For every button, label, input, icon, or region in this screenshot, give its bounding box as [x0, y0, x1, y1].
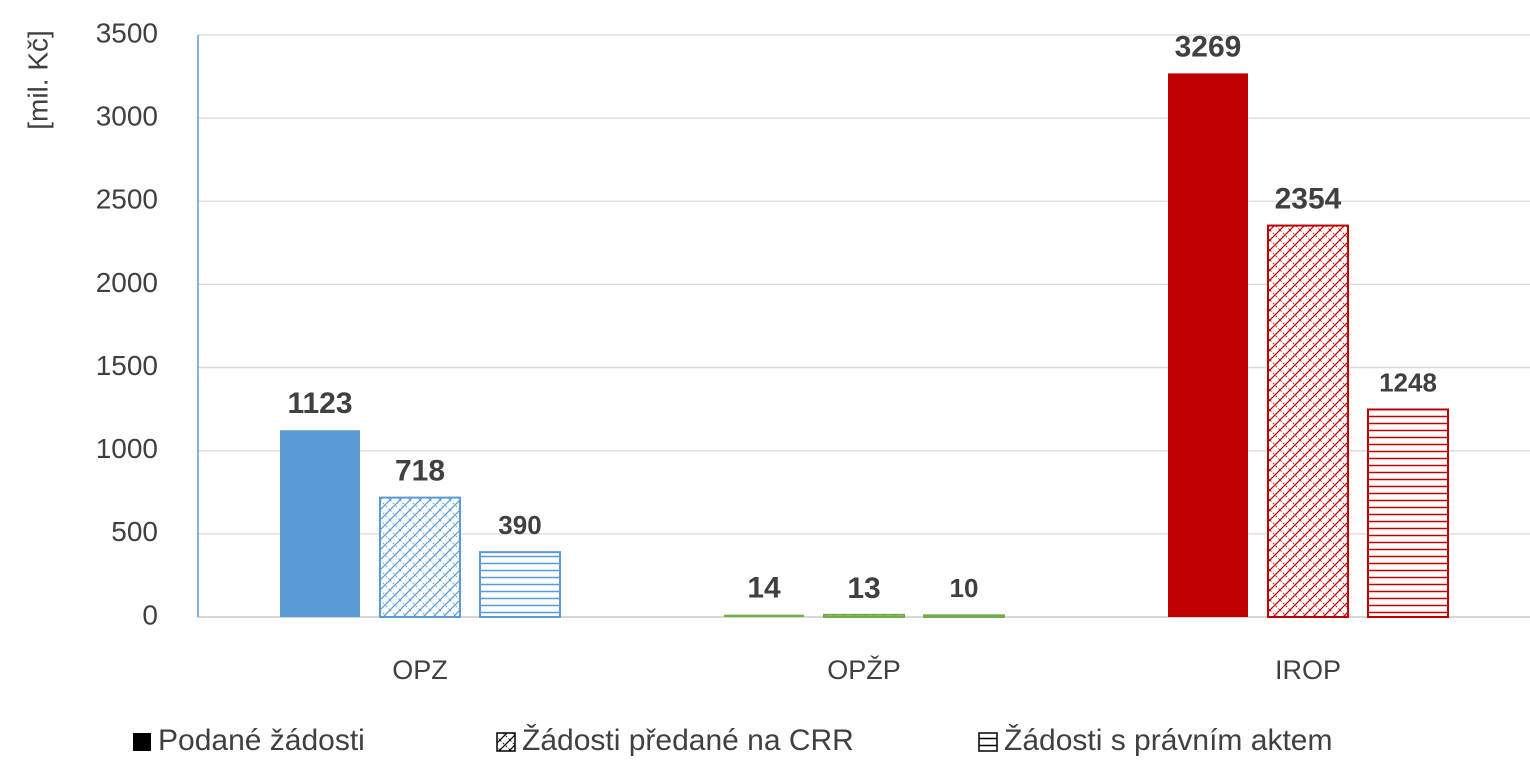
bar: [379, 496, 461, 618]
bar: [1367, 408, 1449, 618]
bar: [923, 614, 1005, 619]
value-label: 1248: [1379, 367, 1437, 397]
legend-marker: [496, 732, 516, 752]
y-tick-label: 500: [111, 516, 158, 547]
y-tick-label: 1500: [96, 350, 158, 381]
value-label: 3269: [1175, 30, 1242, 63]
legend-marker: [978, 732, 998, 752]
legend-marker: [133, 733, 151, 751]
y-tick-label: 3500: [96, 17, 158, 48]
bar: [823, 613, 905, 618]
x-tick-label: OPZ: [392, 655, 448, 685]
legend-label: Podané žádosti: [158, 724, 365, 757]
value-label: 10: [950, 573, 979, 603]
value-label: 14: [747, 572, 781, 605]
bar: [1267, 224, 1349, 619]
value-label: 13: [847, 572, 880, 605]
value-label: 2354: [1275, 182, 1342, 215]
bar: [479, 551, 561, 618]
value-label: 390: [498, 510, 541, 540]
value-label: 1123: [287, 387, 352, 420]
x-tick-label: OPŽP: [827, 654, 901, 685]
y-tick-label: 0: [142, 599, 158, 630]
value-label: 718: [395, 455, 445, 488]
y-tick-label: 2500: [96, 184, 158, 215]
bar: [724, 614, 804, 617]
bar: [1168, 73, 1248, 618]
y-tick-label: 3000: [96, 101, 158, 132]
legend-label: Žádosti předané na CRR: [522, 724, 854, 757]
y-axis-label: [mil. Kč]: [22, 30, 53, 130]
legend-label: Žádosti s právním aktem: [1004, 724, 1332, 757]
bar: [280, 430, 360, 617]
y-tick-label: 2000: [96, 267, 158, 298]
x-tick-label: IROP: [1275, 655, 1341, 685]
y-tick-label: 1000: [96, 433, 158, 464]
